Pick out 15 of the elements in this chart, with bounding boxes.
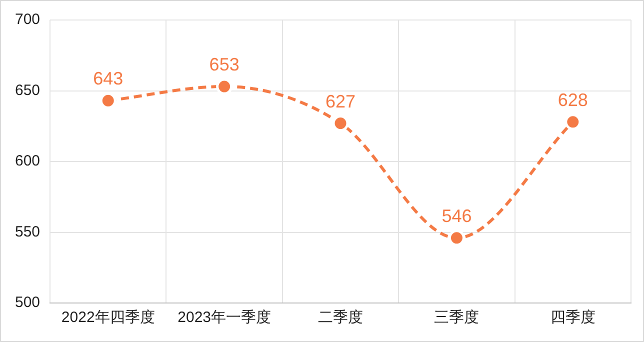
y-tick-label: 600	[14, 152, 40, 170]
x-tick-label: 三季度	[434, 309, 480, 326]
x-tick-label: 2022年四季度	[61, 309, 155, 326]
data-label: 628	[558, 90, 588, 110]
y-tick-label: 550	[14, 223, 40, 240]
x-tick-label: 二季度	[318, 309, 364, 326]
x-tick-label: 2023年一季度	[178, 309, 272, 326]
data-label: 653	[209, 54, 240, 74]
x-tick-label: 四季度	[550, 309, 596, 326]
data-label: 546	[442, 206, 472, 226]
data-label: 627	[325, 91, 356, 112]
y-tick-label: 650	[14, 82, 40, 99]
data-label: 643	[93, 68, 124, 89]
y-tick-label: 700	[14, 11, 40, 28]
y-tick-label: 500	[14, 294, 40, 312]
